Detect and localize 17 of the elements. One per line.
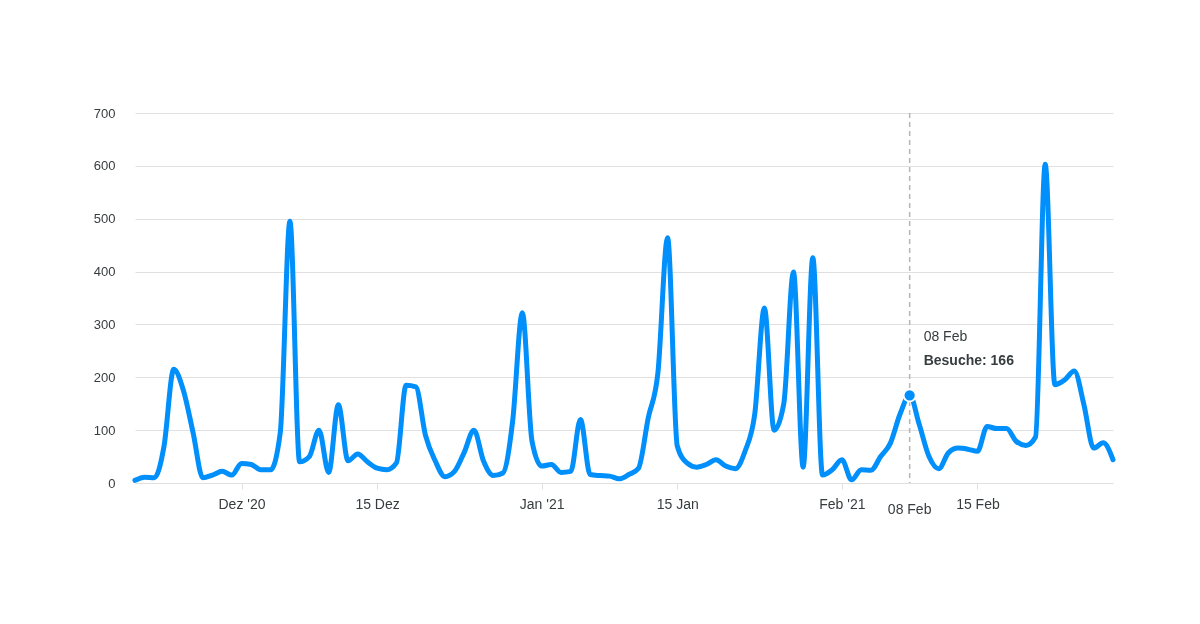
- annotation: 08 Feb: [923, 328, 968, 345]
- y-tick-label: 600: [93, 158, 116, 174]
- ref-line-label: 08 Feb: [887, 501, 932, 517]
- x-tick-label: 15 Jan: [656, 495, 699, 512]
- x-tick-label: Jan '21: [519, 495, 565, 512]
- y-tick-label: 400: [93, 264, 116, 280]
- y-tick-label: 300: [93, 316, 116, 332]
- y-tick-label: 200: [93, 369, 116, 385]
- annotation: Besuche: 166: [923, 352, 1015, 369]
- x-tick-label: 15 Dez: [355, 495, 400, 512]
- y-tick-label: 100: [93, 422, 116, 438]
- y-tick-label: 0: [108, 475, 116, 491]
- x-tick-label: Feb '21: [819, 495, 866, 512]
- y-tick-label: 500: [93, 211, 116, 227]
- y-tick-label: 700: [93, 105, 116, 121]
- x-tick-label: Dez '20: [218, 495, 266, 512]
- x-tick-label: 15 Feb: [956, 495, 1000, 512]
